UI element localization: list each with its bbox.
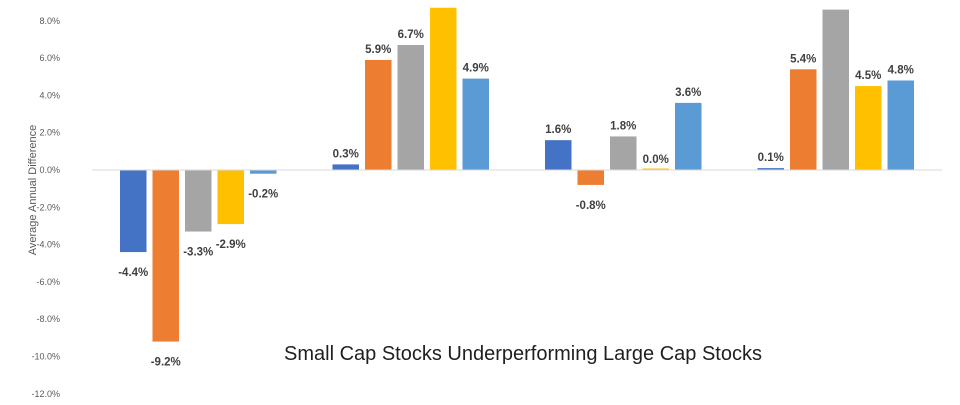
data-label: 5.4%	[790, 53, 816, 65]
bar	[855, 86, 882, 170]
data-label: 0.3%	[333, 148, 359, 160]
bar	[577, 170, 604, 185]
data-label: 1.6%	[545, 124, 571, 136]
chart-title: Small Cap Stocks Underperforming Large C…	[284, 343, 762, 365]
y-tick-label: 0.0%	[39, 165, 60, 175]
bar	[430, 7, 457, 171]
y-tick-label: -6.0%	[36, 277, 60, 287]
data-label: 4.5%	[855, 70, 881, 82]
bar	[250, 170, 277, 174]
y-tick-label: -2.0%	[36, 202, 60, 212]
bar	[332, 164, 359, 170]
data-label: -0.8%	[576, 200, 606, 212]
bar	[397, 45, 424, 170]
data-label: 3.6%	[675, 87, 701, 99]
data-label: -0.2%	[248, 189, 278, 201]
bar	[185, 170, 212, 232]
bar	[790, 69, 817, 170]
data-label: 6.7%	[398, 29, 424, 41]
y-tick-label: -8.0%	[36, 314, 60, 324]
bar	[217, 170, 244, 225]
data-label: 4.9%	[463, 63, 489, 75]
bar	[462, 78, 489, 170]
data-label: -4.4%	[118, 267, 148, 279]
data-label: 4.8%	[888, 64, 914, 76]
y-tick-label: -10.0%	[31, 352, 60, 362]
y-tick-label: 6.0%	[39, 53, 60, 63]
data-labels: -4.4% 0.3% 1.6% 0.1% -9.2% 5.9% -0.8% 5.4% -3.3%…	[118, 29, 914, 369]
y-axis-ticks: 8.0% 6.0% 4.0% 2.0% 0.0% -2.0% -4.0% -6.0% -8.0%…	[31, 16, 60, 399]
bar	[887, 80, 914, 170]
bar	[757, 168, 784, 170]
bar	[675, 102, 702, 170]
data-label: -3.3%	[183, 247, 213, 259]
bar	[610, 136, 637, 170]
y-tick-label: 8.0%	[39, 16, 60, 26]
data-label: -2.9%	[216, 239, 246, 251]
y-tick-label: -4.0%	[36, 240, 60, 250]
y-tick-label: -12.0%	[31, 389, 60, 399]
bar	[545, 140, 572, 170]
y-tick-label: 4.0%	[39, 90, 60, 100]
data-label: 0.0%	[643, 154, 669, 166]
bar	[822, 9, 849, 170]
bars	[120, 7, 914, 342]
bar	[152, 170, 179, 342]
data-label: 0.1%	[758, 152, 784, 164]
y-axis-label: Average Annual Difference	[27, 125, 39, 255]
data-label: -9.2%	[151, 357, 181, 369]
bar	[120, 170, 147, 253]
y-tick-label: 2.0%	[39, 128, 60, 138]
data-label: 1.8%	[610, 120, 636, 132]
data-label: 5.9%	[365, 44, 391, 56]
bar	[365, 59, 392, 171]
bar	[642, 168, 669, 170]
